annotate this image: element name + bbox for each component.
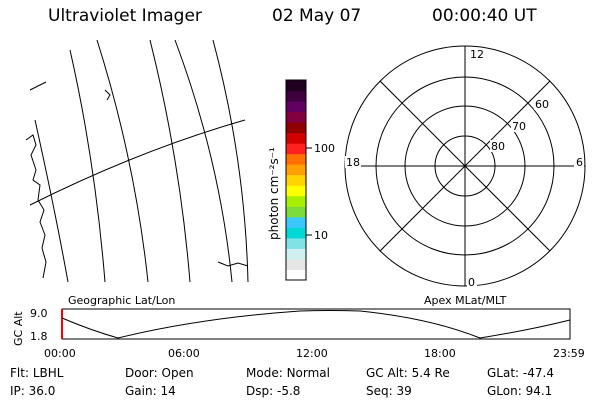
- status-dsp: Dsp: -5.8: [246, 384, 301, 398]
- colorbar-cell: [286, 195, 306, 207]
- colorbar-cell: [286, 174, 306, 186]
- colorbar-tick-10: 10: [314, 229, 328, 242]
- status-glat: GLat: -47.4: [487, 366, 554, 380]
- colorbar-unit-label: photon cm⁻²s⁻¹: [267, 147, 281, 240]
- lat-label-80: 80: [491, 140, 505, 153]
- colorbar-tick-100: 100: [314, 142, 335, 155]
- colorbar-cell: [286, 101, 306, 113]
- status-seq: Seq: 39: [366, 384, 412, 398]
- time-tick-0600: 06:00: [168, 347, 200, 360]
- alt-tick-1-8: 1.8: [30, 330, 48, 343]
- colorbar-cell: [286, 153, 306, 165]
- colorbar-cell: [286, 111, 306, 123]
- time-tick-1200: 12:00: [296, 347, 328, 360]
- colorbar-cell: [286, 248, 306, 260]
- colorbar-cell: [286, 216, 306, 228]
- geographic-caption: Geographic Lat/Lon: [68, 294, 176, 307]
- colorbar-cell: [286, 269, 306, 281]
- time-tick-2359: 23:59: [553, 347, 585, 360]
- mlt-label-6: 6: [576, 156, 583, 169]
- time-tick-1800: 18:00: [424, 347, 456, 360]
- status-ip: IP: 36.0: [10, 384, 56, 398]
- mlt-label-18: 18: [346, 156, 360, 169]
- time-tick-0000: 00:00: [44, 347, 76, 360]
- status-door: Door: Open: [125, 366, 194, 380]
- time-label: 00:00:40 UT: [432, 6, 537, 26]
- colorbar-cell: [286, 258, 306, 270]
- mlt-label-12: 12: [470, 48, 484, 61]
- colorbar-cell: [286, 164, 306, 176]
- altitude-curve: [61, 310, 571, 339]
- mlt-label-0: 0: [468, 276, 475, 289]
- lat-label-60: 60: [535, 98, 549, 111]
- date-label: 02 May 07: [272, 6, 362, 26]
- lat-label-70: 70: [512, 120, 526, 133]
- colorbar-cell: [286, 185, 306, 197]
- colorbar-cell: [286, 237, 306, 249]
- colorbar-cell: [286, 227, 306, 239]
- colorbar-cell: [286, 122, 306, 134]
- alt-axis-title: GC Alt: [12, 311, 25, 346]
- instrument-title: Ultraviolet Imager: [48, 6, 202, 26]
- status-glon: GLon: 94.1: [487, 384, 553, 398]
- colorbar-cell: [286, 90, 306, 102]
- colorbar-cell: [286, 206, 306, 218]
- apex-caption: Apex MLat/MLT: [424, 294, 507, 307]
- colorbar-cells: [286, 80, 306, 281]
- colorbar-cell: [286, 143, 306, 155]
- colorbar-cell: [286, 80, 306, 92]
- status-gain: Gain: 14: [125, 384, 176, 398]
- status-mode: Mode: Normal: [246, 366, 330, 380]
- colorbar-cell: [286, 132, 306, 144]
- alt-tick-9: 9.0: [30, 307, 48, 320]
- status-filter: Flt: LBHL: [10, 366, 64, 380]
- status-gc-alt: GC Alt: 5.4 Re: [366, 366, 450, 380]
